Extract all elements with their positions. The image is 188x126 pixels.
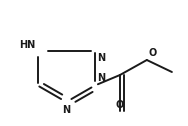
Text: N: N bbox=[97, 53, 105, 62]
Text: O: O bbox=[149, 49, 157, 58]
Text: N: N bbox=[97, 73, 105, 83]
Text: O: O bbox=[116, 100, 124, 109]
Text: HN: HN bbox=[20, 39, 36, 50]
Text: N: N bbox=[62, 105, 70, 115]
